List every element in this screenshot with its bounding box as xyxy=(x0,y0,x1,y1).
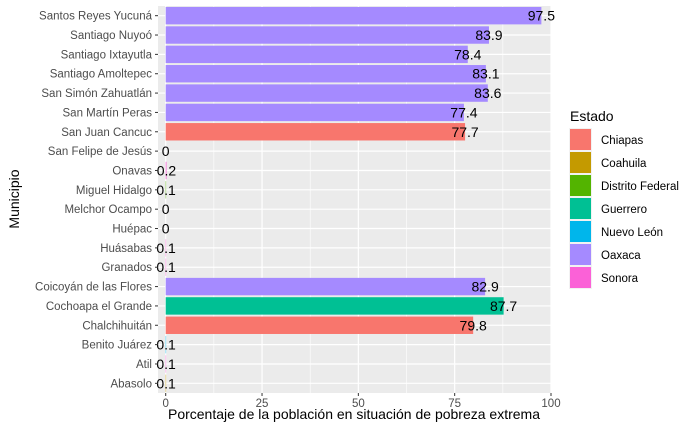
x-axis-title: Porcentaje de la población en situación … xyxy=(168,406,540,422)
data-label: 0.1 xyxy=(156,375,176,391)
bar xyxy=(165,6,542,25)
legend-swatch xyxy=(570,152,591,173)
data-label: 79.8 xyxy=(460,317,487,333)
x-tick-label: 25 xyxy=(256,398,269,410)
y-tick-label: Huásabas xyxy=(100,243,152,255)
data-labels: 97.5 83.9 78.4 83.1 83.6 77.4 77.7 0 0.2 0.1 0 0 0.1… xyxy=(156,8,555,392)
y-tick-label: Cochoapa el Grande xyxy=(46,301,152,313)
panel-background xyxy=(158,6,551,393)
data-label: 0.2 xyxy=(157,162,177,178)
legend-title: Estado xyxy=(570,108,614,124)
legend: Estado Chiapas Coahuila Distrito Federal Gu… xyxy=(569,108,679,289)
data-label: 0 xyxy=(162,221,170,237)
y-axis-title: Municipio xyxy=(6,169,22,228)
legend-swatch xyxy=(570,129,591,150)
bar xyxy=(165,84,488,102)
data-label: 77.4 xyxy=(450,104,477,120)
x-tick-label: 100 xyxy=(541,398,560,410)
data-label: 87.7 xyxy=(490,298,517,314)
legend-swatch xyxy=(570,221,591,242)
data-label: 0 xyxy=(162,143,170,159)
y-tick-label: Santiago Ixtayutla xyxy=(61,49,153,61)
legend-label: Oaxaca xyxy=(601,250,641,262)
bar xyxy=(165,277,486,296)
bar xyxy=(165,297,504,315)
y-tick-label: Abasolo xyxy=(110,378,152,390)
legend-swatch xyxy=(570,175,591,196)
y-tick-label: Santiago Amoltepec xyxy=(50,69,153,81)
y-tick-label: Miguel Hidalgo xyxy=(76,185,152,197)
legend-label: Sonora xyxy=(601,273,639,285)
legend-label: Guerrero xyxy=(601,204,647,216)
legend-label: Chiapas xyxy=(601,135,643,147)
bar xyxy=(165,123,466,141)
data-label: 0.1 xyxy=(156,182,176,198)
data-label: 83.6 xyxy=(474,85,501,101)
y-tick-label: Atil xyxy=(136,359,152,371)
bar xyxy=(165,103,464,122)
y-tick-label: Benito Juárez xyxy=(82,340,153,352)
bar xyxy=(165,161,167,180)
y-tick-label: Santiago Nuyoó xyxy=(70,30,152,42)
data-label: 0.1 xyxy=(156,356,176,372)
x-tick-label: 75 xyxy=(448,398,461,410)
y-axis: Santos Reyes Yucuná Santiago Nuyoó Santiag… xyxy=(35,11,158,390)
y-tick-label: Melchor Ocampo xyxy=(64,204,152,216)
y-tick-label: Santos Reyes Yucuná xyxy=(39,11,153,23)
legend-label: Nuevo León xyxy=(601,227,663,239)
data-label: 97.5 xyxy=(528,8,555,24)
y-tick-label: Chalchihuitán xyxy=(82,320,152,332)
data-label: 0 xyxy=(162,201,170,217)
legend-swatch xyxy=(570,267,591,288)
data-label: 0.1 xyxy=(156,259,176,275)
data-label: 0.1 xyxy=(156,337,176,353)
x-tick-label: 50 xyxy=(352,398,365,410)
legend-label: Distrito Federal xyxy=(601,181,679,193)
data-label: 77.7 xyxy=(451,124,478,140)
y-tick-label: San Juan Cancuc xyxy=(61,127,152,139)
y-tick-label: Coicoyán de las Flores xyxy=(35,282,152,294)
data-label: 78.4 xyxy=(454,46,481,62)
x-tick-label: 0 xyxy=(163,398,169,410)
data-label: 82.9 xyxy=(471,279,498,295)
bar xyxy=(165,45,468,64)
bar xyxy=(165,26,489,44)
y-tick-label: San Simón Zahuatlán xyxy=(41,88,152,100)
legend-swatch xyxy=(570,198,591,219)
y-tick-label: Onavas xyxy=(112,165,152,177)
y-tick-label: Huépac xyxy=(112,224,152,236)
y-tick-label: Granados xyxy=(101,262,152,274)
data-label: 83.1 xyxy=(472,66,499,82)
data-label: 0.1 xyxy=(156,240,176,256)
bar xyxy=(165,65,486,83)
legend-label: Coahuila xyxy=(601,158,647,170)
legend-swatch xyxy=(570,244,591,265)
data-label: 83.9 xyxy=(475,27,502,43)
x-axis: 0 25 50 75 100 xyxy=(163,393,561,410)
bars xyxy=(165,6,542,393)
y-tick-label: San Felipe de Jesús xyxy=(48,146,152,158)
bar xyxy=(165,316,474,334)
y-tick-label: San Martín Peras xyxy=(63,107,153,119)
